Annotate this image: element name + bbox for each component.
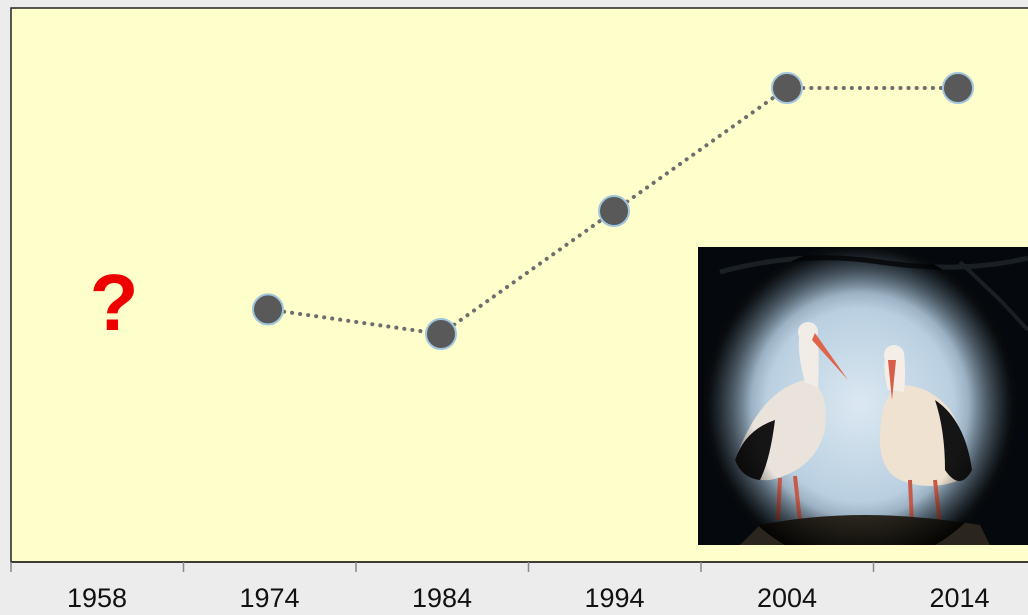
stork-photo — [698, 247, 1028, 545]
x-tick-label: 1958 — [67, 583, 127, 613]
series-layer — [252, 72, 974, 350]
data-point[interactable] — [425, 318, 457, 350]
x-axis-tick-labels: 1958 1974 1984 1994 2004 2014 — [67, 583, 990, 613]
x-tick-label: 1994 — [584, 583, 644, 613]
x-tick-label: 2014 — [929, 583, 989, 613]
series-line-segment — [612, 86, 789, 213]
x-tick-label: 1974 — [239, 583, 299, 613]
x-axis-ticks — [10, 562, 875, 572]
x-tick-label: 2004 — [757, 583, 817, 613]
data-point[interactable] — [598, 195, 630, 227]
data-point[interactable] — [252, 293, 284, 326]
series-line-segment — [439, 209, 616, 336]
x-tick-label: 1984 — [412, 583, 472, 613]
data-point[interactable] — [771, 72, 803, 104]
unknown-value-marker: ? — [90, 258, 139, 347]
series-line-segment — [266, 307, 443, 336]
data-point[interactable] — [942, 72, 974, 104]
